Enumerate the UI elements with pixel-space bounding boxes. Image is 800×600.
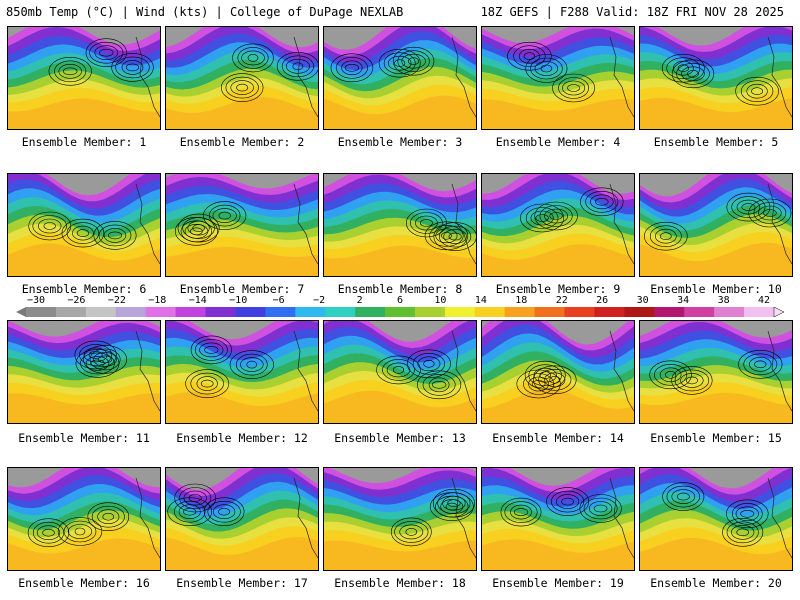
colorbar-swatch bbox=[474, 307, 506, 317]
ensemble-map-3 bbox=[323, 26, 477, 130]
ensemble-map-20 bbox=[639, 467, 793, 571]
ensemble-member-label: Ensemble Member: 6 bbox=[21, 282, 147, 296]
colorbar-swatch bbox=[26, 307, 57, 317]
colorbar-swatch bbox=[385, 307, 416, 317]
colorbar-swatch bbox=[654, 307, 685, 317]
ensemble-member-label: Ensemble Member: 9 bbox=[495, 282, 621, 296]
ensemble-member-label: Ensemble Member: 7 bbox=[179, 282, 305, 296]
colorbar-swatch bbox=[325, 307, 356, 317]
colorbar-swatch bbox=[414, 307, 446, 317]
colorbar-swatch bbox=[115, 307, 147, 317]
ensemble-map-16 bbox=[7, 467, 161, 571]
colorbar-tick-label: 10 bbox=[434, 295, 447, 306]
ensemble-map-13 bbox=[323, 320, 477, 424]
ensemble-map-18 bbox=[323, 467, 477, 571]
ensemble-map-12 bbox=[165, 320, 319, 424]
colorbar-tick-label: −10 bbox=[229, 295, 248, 306]
ensemble-member-label: Ensemble Member: 17 bbox=[176, 576, 308, 590]
colorbar-tick-label: −22 bbox=[107, 295, 126, 306]
colorbar-tick-label: 14 bbox=[474, 295, 487, 306]
colorbar-tick-label: −6 bbox=[272, 295, 285, 306]
colorbar-tick-label: 26 bbox=[596, 295, 609, 306]
ensemble-member-label: Ensemble Member: 14 bbox=[492, 431, 624, 445]
ensemble-member-label: Ensemble Member: 20 bbox=[650, 576, 782, 590]
ensemble-map-2 bbox=[165, 26, 319, 130]
colorbar-tick-label: −18 bbox=[148, 295, 167, 306]
colorbar-swatch bbox=[85, 307, 117, 317]
colorbar-swatch bbox=[594, 307, 625, 317]
ensemble-map-6 bbox=[7, 173, 161, 277]
colorbar-swatch bbox=[504, 307, 536, 317]
ensemble-member-label: Ensemble Member: 8 bbox=[337, 282, 463, 296]
ensemble-member-label: Ensemble Member: 5 bbox=[653, 135, 779, 149]
colorbar-swatch bbox=[175, 307, 207, 317]
colorbar-swatch bbox=[235, 307, 266, 317]
ensemble-map-10 bbox=[639, 173, 793, 277]
colorbar-tick-label: 22 bbox=[555, 295, 568, 306]
colorbar-min-arrow bbox=[16, 307, 26, 317]
ensemble-member-label: Ensemble Member: 15 bbox=[650, 431, 782, 445]
header: 850mb Temp (°C) | Wind (kts) | College o… bbox=[0, 0, 800, 24]
ensemble-member-label: Ensemble Member: 19 bbox=[492, 576, 624, 590]
colorbar-tick-label: 6 bbox=[396, 295, 404, 306]
ensemble-map-15 bbox=[639, 320, 793, 424]
run-valid-time: 18Z GEFS | F288 Valid: 18Z FRI NOV 28 20… bbox=[480, 5, 784, 19]
colorbar-swatch bbox=[624, 307, 655, 317]
colorbar-labels: −30 −26 −22 −18 −14 −10 −6 −2 2 6 10 14 18 22 26 30 34 38… bbox=[0, 295, 800, 307]
ensemble-member-label: Ensemble Member: 2 bbox=[179, 135, 305, 149]
ensemble-member-label: Ensemble Member: 18 bbox=[334, 576, 466, 590]
colorbar-swatch bbox=[714, 307, 745, 317]
ensemble-member-label: Ensemble Member: 10 bbox=[650, 282, 782, 296]
ensemble-map-11 bbox=[7, 320, 161, 424]
colorbar-tick-label: −2 bbox=[313, 295, 326, 306]
ensemble-map-14 bbox=[481, 320, 635, 424]
ensemble-map-1 bbox=[7, 26, 161, 130]
colorbar-swatch bbox=[265, 307, 296, 317]
ensemble-member-label: Ensemble Member: 1 bbox=[21, 135, 147, 149]
colorbar-swatch bbox=[444, 307, 476, 317]
colorbar-tick-label: 38 bbox=[717, 295, 730, 306]
colorbar-swatch bbox=[744, 307, 775, 317]
ensemble-map-9 bbox=[481, 173, 635, 277]
ensemble-member-label: Ensemble Member: 16 bbox=[18, 576, 150, 590]
colorbar-tick-label: 2 bbox=[356, 295, 363, 306]
ensemble-member-label: Ensemble Member: 4 bbox=[495, 135, 621, 149]
colorbar-swatch bbox=[564, 307, 595, 317]
ensemble-map-5 bbox=[639, 26, 793, 130]
colorbar-swatch bbox=[534, 307, 566, 317]
colorbar-tick-label: 42 bbox=[757, 295, 771, 306]
colorbar-tick-label: 34 bbox=[677, 295, 690, 306]
ensemble-member-label: Ensemble Member: 3 bbox=[337, 135, 463, 149]
colorbar-tick-label: 30 bbox=[636, 295, 649, 306]
page-title: 850mb Temp (°C) | Wind (kts) | College o… bbox=[6, 5, 404, 19]
ensemble-member-label: Ensemble Member: 13 bbox=[334, 431, 466, 445]
colorbar-swatch bbox=[55, 307, 87, 317]
colorbar-tick-label: −26 bbox=[67, 295, 86, 306]
colorbar-swatch bbox=[295, 307, 326, 317]
colorbar-swatch bbox=[355, 307, 386, 317]
ensemble-map-17 bbox=[165, 467, 319, 571]
colorbar-swatch bbox=[684, 307, 715, 317]
colorbar-max-arrow bbox=[773, 307, 784, 317]
colorbar-swatch bbox=[205, 307, 236, 317]
ensemble-map-8 bbox=[323, 173, 477, 277]
colorbar-tick-label: 18 bbox=[515, 295, 528, 306]
ensemble-member-label: Ensemble Member: 12 bbox=[176, 431, 308, 445]
colorbar-tick-label: −14 bbox=[188, 295, 207, 306]
ensemble-member-label: Ensemble Member: 11 bbox=[18, 431, 150, 445]
temperature-colorbar bbox=[16, 307, 784, 317]
colorbar-tick-label: −30 bbox=[26, 295, 46, 306]
ensemble-map-19 bbox=[481, 467, 635, 571]
colorbar-swatch bbox=[145, 307, 177, 317]
ensemble-map-4 bbox=[481, 26, 635, 130]
ensemble-map-7 bbox=[165, 173, 319, 277]
